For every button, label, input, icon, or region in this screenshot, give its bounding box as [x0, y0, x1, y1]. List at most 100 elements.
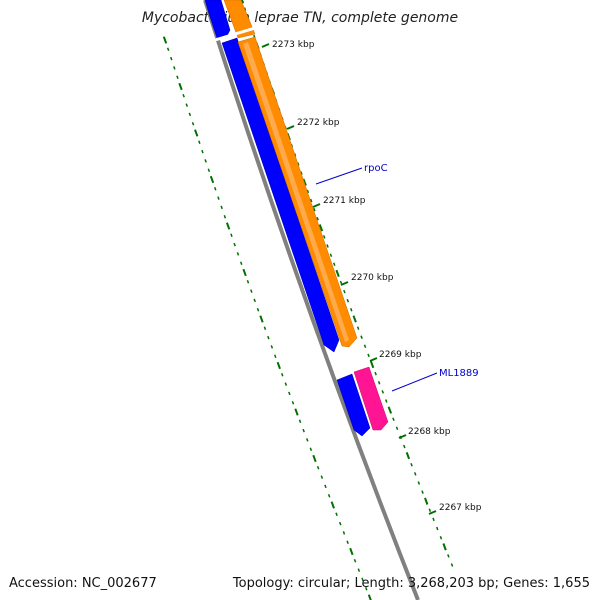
- ring-dash: [318, 224, 324, 232]
- feature-gap: [214, 26, 256, 42]
- ring-dash: [302, 428, 305, 433]
- genome-summary-text: Topology: circular; Length: 3,268,203 bp…: [232, 576, 590, 591]
- gene-label-rpoC[interactable]: rpoC: [364, 163, 388, 174]
- reverse-cds-3: [336, 373, 371, 437]
- ring-dash: [209, 175, 215, 184]
- ring-dash: [374, 371, 377, 376]
- ring-dash: [413, 472, 417, 476]
- ring-dash: [233, 242, 236, 247]
- ring-dash: [392, 417, 395, 421]
- ring-dash: [236, 252, 240, 256]
- ring-dash: [207, 168, 211, 172]
- ring-dash: [313, 207, 316, 212]
- ring-dash: [322, 235, 326, 239]
- ring-dash: [309, 198, 313, 203]
- ring-dash: [162, 36, 168, 44]
- genome-backbone: [203, 0, 420, 600]
- tick-label-2268: 2268 kbp: [408, 427, 451, 437]
- ring-dash: [403, 444, 406, 449]
- forward-cds-rpoC: [223, 0, 256, 39]
- ring-dash: [405, 452, 411, 460]
- ring-dash: [191, 121, 195, 126]
- ring-dash: [298, 419, 302, 424]
- ring-dash: [346, 298, 350, 303]
- ring-dash: [339, 280, 343, 285]
- ring-dash: [194, 129, 199, 137]
- ring-dash: [309, 447, 313, 451]
- tick-label-2271: 2271 kbp: [323, 196, 366, 206]
- ring-dash: [349, 308, 353, 312]
- ring-dash: [346, 540, 349, 544]
- ring-dash: [178, 82, 183, 91]
- tick-label-2269: 2269 kbp: [379, 350, 422, 360]
- ring-dash: [428, 508, 432, 513]
- ring-dash: [364, 586, 368, 591]
- ring-dash: [410, 463, 413, 467]
- ring-dash: [367, 353, 370, 358]
- ring-dash: [220, 205, 223, 210]
- ring-dash: [259, 315, 264, 323]
- ring-dash: [326, 244, 329, 248]
- ring-dash: [240, 0, 245, 4]
- ring-dash: [280, 373, 284, 377]
- ring-dash: [360, 335, 363, 339]
- ring-dash: [246, 280, 250, 284]
- ring-dash: [270, 345, 274, 349]
- ring-dash: [320, 475, 324, 479]
- ring-dash: [387, 406, 393, 414]
- ring-dash: [182, 94, 185, 98]
- ring-dash: [439, 535, 443, 540]
- ring-dash: [450, 563, 454, 567]
- ring-dash: [173, 66, 176, 70]
- ring-dash: [225, 222, 231, 230]
- ring-dash: [267, 335, 270, 340]
- ring-dash: [395, 426, 399, 431]
- ring-dash: [230, 233, 233, 238]
- ring-dash: [316, 216, 319, 221]
- ring-dash: [357, 568, 361, 572]
- ring-dash: [306, 189, 310, 194]
- ring-dash: [169, 56, 173, 61]
- ring-dash: [329, 253, 333, 257]
- ring-dash: [356, 326, 360, 330]
- ring-dash: [284, 382, 288, 386]
- ring-dash: [263, 326, 267, 331]
- ring-dash: [253, 298, 256, 303]
- ring-dash: [363, 344, 367, 349]
- ring-dash: [369, 360, 375, 369]
- ML1889-label-line: [391, 372, 438, 392]
- gene-label-ML1889[interactable]: ML1889: [439, 368, 479, 379]
- ring-dash: [417, 481, 421, 485]
- ring-dash: [291, 400, 295, 405]
- ring-dash: [288, 391, 291, 396]
- ring-dash: [353, 559, 357, 563]
- ring-dash: [330, 501, 335, 509]
- ring-dash: [361, 577, 364, 582]
- ring-dash: [335, 269, 340, 278]
- ring-dash: [242, 268, 247, 277]
- ring-dash: [217, 196, 220, 200]
- ring-dash: [198, 140, 201, 145]
- ring-dash: [381, 390, 385, 394]
- ring-dash: [276, 361, 281, 370]
- ring-dash: [384, 399, 388, 403]
- ring-dash: [188, 112, 192, 117]
- ring-dash: [223, 214, 227, 219]
- ring-dash: [424, 497, 429, 505]
- ring-dash: [185, 103, 189, 107]
- ring-dash: [327, 493, 331, 498]
- ring-dash: [300, 171, 303, 175]
- ring-dash: [324, 484, 327, 489]
- tick-label-2273: 2273 kbp: [272, 40, 315, 50]
- ring-dash: [294, 408, 299, 416]
- ring-dash: [435, 526, 439, 531]
- tick-label-2272: 2272 kbp: [297, 118, 340, 128]
- ring-dash: [432, 517, 435, 522]
- ring-dash: [316, 466, 320, 470]
- ring-dash: [377, 380, 381, 385]
- ring-dash: [239, 261, 243, 265]
- tick-label-2270: 2270 kbp: [351, 273, 394, 283]
- reverse-cds-2: [221, 37, 340, 353]
- ring-dash: [256, 307, 260, 312]
